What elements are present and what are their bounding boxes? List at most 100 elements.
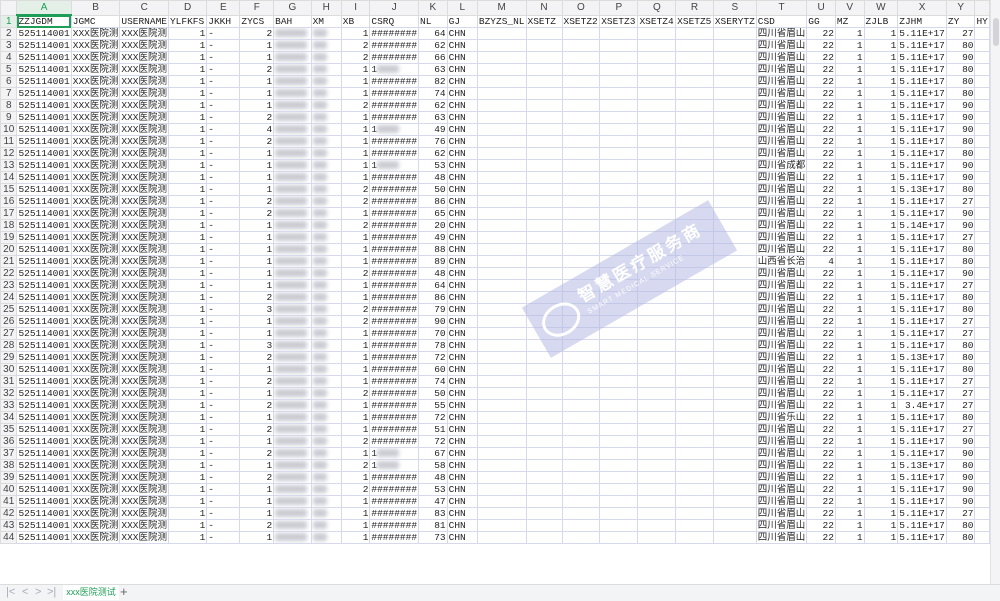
cell-x[interactable]: 3.4E+17 bbox=[897, 399, 947, 412]
cell-i[interactable]: 2 bbox=[340, 219, 371, 232]
cell-o[interactable] bbox=[561, 39, 601, 52]
cell-k[interactable]: 53 bbox=[418, 483, 448, 496]
cell-b[interactable]: XXX医院测 bbox=[70, 195, 121, 208]
cell-o[interactable] bbox=[561, 171, 601, 184]
cell-u[interactable]: 22 bbox=[806, 111, 836, 124]
cell-t[interactable]: 四川省眉山 bbox=[755, 63, 808, 76]
cell-r[interactable] bbox=[675, 171, 714, 184]
cell-n[interactable] bbox=[525, 87, 563, 100]
cell-d[interactable]: 1 bbox=[167, 351, 208, 364]
cell-w[interactable]: 1 bbox=[863, 459, 899, 472]
cell-p[interactable] bbox=[599, 183, 639, 196]
cell-c[interactable]: XXX医院测 bbox=[119, 219, 169, 232]
cell-g[interactable] bbox=[273, 255, 312, 268]
cell-n[interactable] bbox=[525, 255, 563, 268]
cell-b[interactable]: XXX医院测 bbox=[70, 171, 121, 184]
cell-u[interactable]: 22 bbox=[806, 291, 836, 304]
cell-p[interactable] bbox=[599, 411, 639, 424]
cell-m[interactable] bbox=[476, 51, 527, 64]
cell-z[interactable] bbox=[974, 531, 990, 544]
cell-i[interactable]: 1 bbox=[340, 363, 371, 376]
cell-z[interactable] bbox=[974, 411, 990, 424]
cell-a[interactable]: 525114001 bbox=[16, 51, 72, 64]
cell-z[interactable] bbox=[974, 195, 990, 208]
cell-h[interactable] bbox=[310, 231, 342, 244]
cell-v[interactable]: 1 bbox=[834, 267, 865, 280]
cell-n[interactable] bbox=[525, 411, 563, 424]
cell-b[interactable]: XXX医院测 bbox=[70, 231, 121, 244]
cell-o[interactable] bbox=[561, 111, 601, 124]
cell-o[interactable] bbox=[561, 327, 601, 340]
cell-p[interactable] bbox=[599, 363, 639, 376]
cell-f[interactable]: 1 bbox=[239, 39, 275, 52]
cell-m[interactable] bbox=[476, 267, 527, 280]
cell-t[interactable]: 四川省眉山 bbox=[755, 291, 808, 304]
cell-u[interactable]: 22 bbox=[806, 519, 836, 532]
cell-h[interactable] bbox=[310, 159, 342, 172]
cell-n[interactable] bbox=[525, 279, 563, 292]
cell-l[interactable]: CHN bbox=[446, 459, 478, 472]
cell-e[interactable]: - bbox=[206, 159, 241, 172]
cell-r[interactable] bbox=[675, 351, 714, 364]
cell-x[interactable]: 5.11E+17 bbox=[897, 75, 947, 88]
cell-t[interactable]: 四川省眉山 bbox=[755, 327, 808, 340]
cell-w[interactable]: 1 bbox=[863, 123, 899, 136]
cell-x[interactable]: 5.11E+17 bbox=[897, 207, 947, 220]
cell-l[interactable]: CHN bbox=[446, 447, 478, 460]
cell-b[interactable]: XXX医院测 bbox=[70, 183, 121, 196]
cell-i[interactable]: 1 bbox=[340, 63, 371, 76]
cell-m[interactable] bbox=[476, 519, 527, 532]
cell-a[interactable]: 525114001 bbox=[16, 87, 72, 100]
cell-w[interactable]: 1 bbox=[863, 219, 899, 232]
cell-d[interactable]: 1 bbox=[167, 51, 208, 64]
cell-a[interactable]: 525114001 bbox=[16, 363, 72, 376]
cell-l[interactable]: CHN bbox=[446, 495, 478, 508]
cell-o[interactable] bbox=[561, 87, 601, 100]
cell-g[interactable] bbox=[273, 195, 312, 208]
cell-u[interactable]: 22 bbox=[806, 171, 836, 184]
cell-n[interactable] bbox=[525, 219, 563, 232]
cell-w[interactable]: 1 bbox=[863, 303, 899, 316]
cell-d[interactable]: 1 bbox=[167, 483, 208, 496]
cell-x[interactable]: 5.11E+17 bbox=[897, 423, 947, 436]
cell-i[interactable]: 2 bbox=[340, 51, 371, 64]
scroll-thumb[interactable] bbox=[993, 18, 999, 46]
cell-l[interactable]: CHN bbox=[446, 135, 478, 148]
cell-b[interactable]: XXX医院测 bbox=[70, 387, 121, 400]
cell-q[interactable] bbox=[637, 327, 677, 340]
cell-b[interactable]: XXX医院测 bbox=[70, 243, 121, 256]
cell-q[interactable] bbox=[637, 63, 677, 76]
cell-f[interactable]: 1 bbox=[239, 171, 275, 184]
cell-i[interactable]: 1 bbox=[340, 507, 371, 520]
cell-f[interactable]: 3 bbox=[239, 339, 275, 352]
cell-o[interactable] bbox=[561, 195, 601, 208]
cell-x[interactable]: 5.11E+17 bbox=[897, 519, 947, 532]
cell-j[interactable]: 1 bbox=[369, 63, 420, 76]
cell-q[interactable] bbox=[637, 207, 677, 220]
cell-y[interactable]: 90 bbox=[945, 471, 976, 484]
cell-j[interactable]: ######## bbox=[369, 219, 420, 232]
cell-s[interactable] bbox=[712, 291, 757, 304]
cell-b[interactable]: XXX医院测 bbox=[70, 435, 121, 448]
cell-m[interactable] bbox=[476, 459, 527, 472]
row-header[interactable]: 27 bbox=[0, 327, 18, 340]
cell-p[interactable] bbox=[599, 507, 639, 520]
cell-f[interactable]: 1 bbox=[239, 387, 275, 400]
cell-e[interactable]: - bbox=[206, 243, 241, 256]
cell-w[interactable]: 1 bbox=[863, 423, 899, 436]
cell-x[interactable]: 5.14E+17 bbox=[897, 219, 947, 232]
cell-o[interactable] bbox=[561, 123, 601, 136]
cell-o[interactable] bbox=[561, 507, 601, 520]
cell-j[interactable]: ######## bbox=[369, 111, 420, 124]
cell-h[interactable] bbox=[310, 495, 342, 508]
cell-w[interactable]: 1 bbox=[863, 255, 899, 268]
cell-c[interactable]: XXX医院测 bbox=[119, 75, 169, 88]
cell-o[interactable] bbox=[561, 531, 601, 544]
cell-g[interactable] bbox=[273, 519, 312, 532]
cell-b[interactable]: XXX医院测 bbox=[70, 507, 121, 520]
cell-s[interactable] bbox=[712, 327, 757, 340]
cell-v[interactable]: 1 bbox=[834, 519, 865, 532]
cell-w[interactable]: 1 bbox=[863, 171, 899, 184]
cell-l[interactable]: CHN bbox=[446, 207, 478, 220]
cell-e[interactable]: - bbox=[206, 351, 241, 364]
